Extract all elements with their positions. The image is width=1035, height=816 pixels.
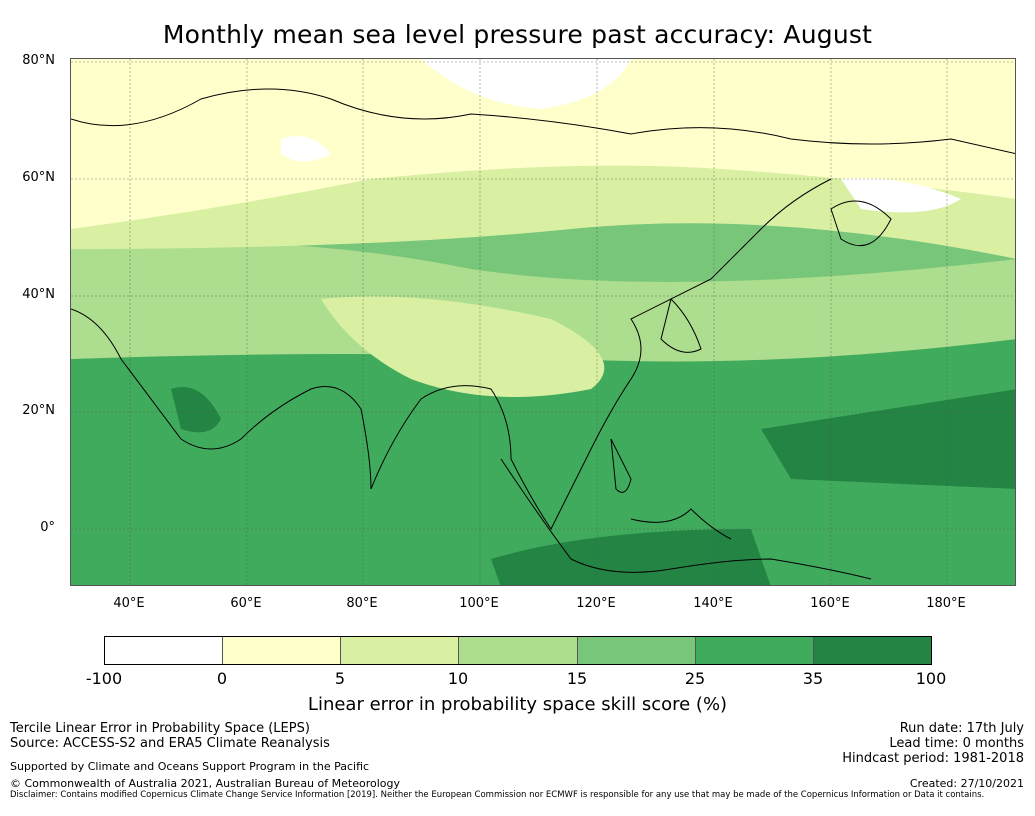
colorbar-segment-3 <box>341 637 460 664</box>
colorbar-tick: -100 <box>85 669 123 688</box>
tibet-low-skill <box>321 296 605 397</box>
lon-label-120e: 120°E <box>576 596 616 611</box>
lon-label-80e: 80°E <box>346 596 378 611</box>
hindcast-text: Hindcast period: 1981-2018 <box>842 751 1024 766</box>
colorbar-tick: 5 <box>334 669 346 688</box>
lat-label-equator: 0° <box>40 520 55 535</box>
coastlines <box>71 88 1015 580</box>
pacific-high-skill <box>761 389 1015 489</box>
map-canvas <box>71 59 1015 585</box>
copyright-text: © Commonwealth of Australia 2021, Austra… <box>10 777 400 790</box>
okhotsk-nonskill <box>841 178 961 213</box>
colorbar-tick: 100 <box>915 669 947 688</box>
lon-label-60e: 60°E <box>230 596 262 611</box>
midlat-band <box>71 242 1015 362</box>
colorbar-segment-6 <box>695 637 814 664</box>
maritime-high-skill <box>491 529 771 585</box>
run-date-text: Run date: 17th July <box>899 721 1024 736</box>
footer-left: Tercile Linear Error in Probability Spac… <box>10 721 330 751</box>
colorbar-segment-4 <box>459 637 578 664</box>
lon-label-180e: 180°E <box>926 596 966 611</box>
colorbar-segment-5 <box>577 637 696 664</box>
lat-label-60n: 60°N <box>22 170 55 185</box>
colorbar-label: Linear error in probability space skill … <box>307 694 728 715</box>
tropical-band <box>71 309 1015 585</box>
skill-score-map <box>70 58 1016 586</box>
colorbar-tick: 25 <box>684 669 706 688</box>
map-title: Monthly mean sea level pressure past acc… <box>162 20 873 49</box>
method-text: Tercile Linear Error in Probability Spac… <box>10 721 310 736</box>
lon-label-160e: 160°E <box>810 596 850 611</box>
lat-label-80n: 80°N <box>22 53 55 68</box>
colorbar-tick: 35 <box>802 669 824 688</box>
gridlines <box>71 59 1015 585</box>
source-text: Source: ACCESS-S2 and ERA5 Climate Reana… <box>10 736 330 751</box>
colorbar-segment-2 <box>223 637 342 664</box>
arabia-high-skill <box>171 387 221 433</box>
colorbar-segment-1 <box>105 637 224 664</box>
colorbar-tick: 15 <box>566 669 588 688</box>
colorbar-segment-7 <box>813 637 931 664</box>
arctic-band <box>71 59 1015 229</box>
lon-label-40e: 40°E <box>113 596 145 611</box>
created-text: Created: 27/10/2021 <box>909 777 1024 790</box>
lon-label-100e: 100°E <box>459 596 499 611</box>
colorbar-tick: 0 <box>216 669 228 688</box>
lead-time-text: Lead time: 0 months <box>889 736 1024 751</box>
colorbar <box>104 636 932 665</box>
support-text: Supported by Climate and Oceans Support … <box>10 760 370 773</box>
ural-nonskill <box>281 136 331 162</box>
lat-label-40n: 40°N <box>22 287 55 302</box>
arctic-nonskill-1 <box>421 59 631 109</box>
footer-right: Run date: 17th July Lead time: 0 months … <box>842 721 1024 766</box>
lon-label-140e: 140°E <box>693 596 733 611</box>
lat-label-20n: 20°N <box>22 403 55 418</box>
colorbar-tick: 10 <box>447 669 469 688</box>
disclaimer-text: Disclaimer: Contains modified Copernicus… <box>10 790 985 800</box>
